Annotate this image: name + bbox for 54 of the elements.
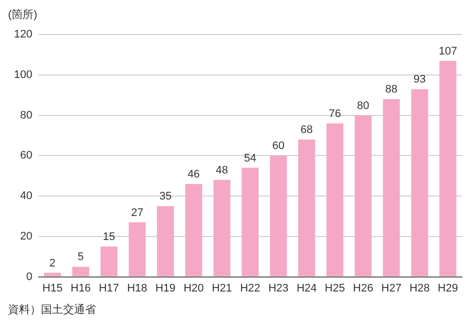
bar (100, 246, 118, 276)
x-tick-label: H29 (438, 282, 458, 294)
x-tick-label: H24 (296, 282, 317, 294)
x-tick-label: H18 (127, 282, 148, 294)
x-tick-label: H21 (212, 282, 232, 294)
x-tick-label: H15 (42, 282, 63, 294)
data-label: 88 (385, 84, 398, 96)
bar (382, 99, 400, 276)
bar (411, 89, 428, 276)
text: 資料）国土交通省 (8, 302, 97, 317)
x-tick-label: H25 (324, 282, 345, 294)
y-tick-label: 120 (14, 28, 32, 41)
bar (185, 184, 202, 276)
y-tick-label: 40 (20, 190, 32, 202)
data-label: 5 (78, 251, 84, 264)
data-label: 76 (328, 108, 342, 120)
data-label: 46 (188, 168, 200, 180)
bar (270, 156, 287, 276)
y-axis-title: (箇所) (8, 8, 38, 22)
bar (44, 272, 61, 276)
data-label: 2 (49, 257, 56, 270)
bar (326, 123, 344, 276)
data-label: 27 (131, 206, 144, 219)
bar (72, 266, 90, 276)
data-label: 107 (438, 45, 458, 58)
x-tick-label: H17 (98, 282, 120, 294)
bar (242, 168, 259, 276)
x-tick-label: H28 (410, 282, 430, 294)
x-tick-label: H27 (381, 282, 402, 294)
data-label: 93 (414, 74, 426, 86)
x-tick-label: H19 (155, 282, 176, 294)
x-tick-label: H16 (70, 282, 91, 294)
y-tick-label: 80 (20, 109, 32, 122)
data-label: 60 (272, 140, 285, 152)
x-tick-label: H20 (184, 282, 204, 294)
bar (354, 115, 372, 276)
bar (298, 140, 316, 276)
y-tick-label: 0 (26, 270, 32, 283)
bar (439, 60, 456, 276)
x-tick-label: H23 (268, 282, 289, 294)
data-label: 15 (102, 231, 116, 244)
data-label: 54 (244, 152, 256, 164)
bar (128, 222, 146, 276)
y-tick-label: 60 (20, 150, 32, 162)
bar (213, 180, 230, 276)
data-label: 35 (159, 190, 172, 203)
y-tick-label: 100 (14, 69, 32, 81)
x-tick-label: H26 (353, 282, 374, 294)
y-tick-label: 20 (20, 230, 32, 242)
x-tick-label: H22 (240, 282, 260, 294)
data-label: 48 (216, 164, 228, 176)
bar (156, 206, 174, 276)
data-label: 80 (357, 100, 370, 112)
data-label: 68 (300, 124, 313, 136)
